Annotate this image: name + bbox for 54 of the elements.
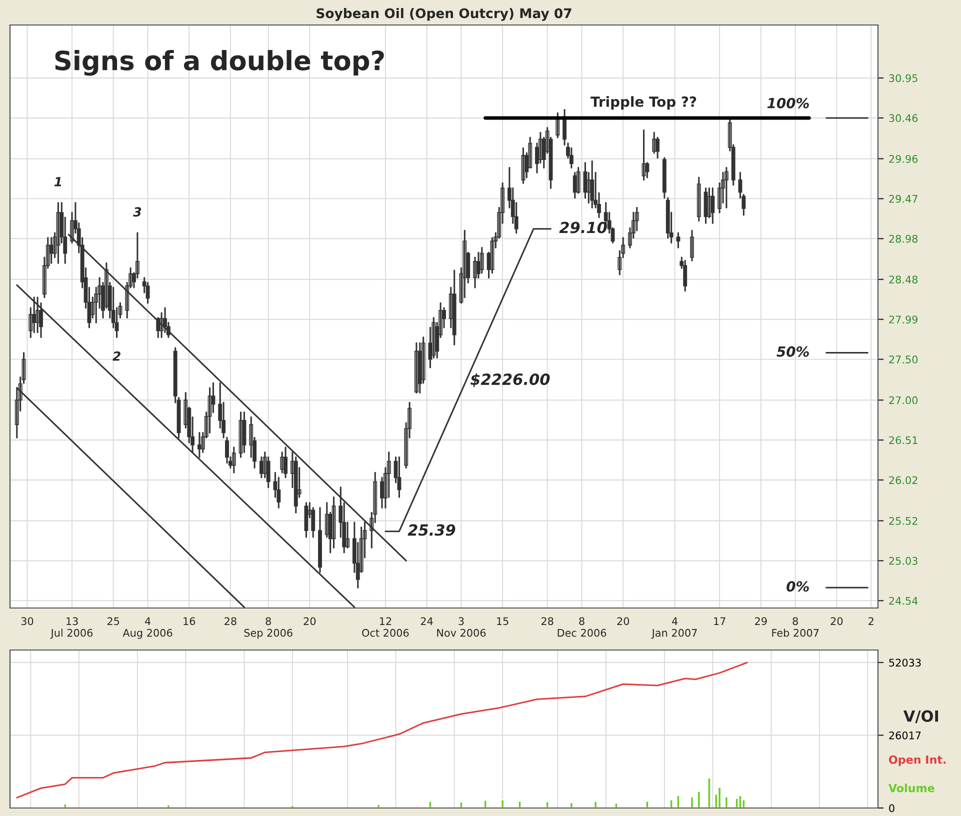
x-tick-label: 20 [617, 617, 630, 626]
line-series [16, 662, 748, 798]
x-tick-label: 2 [868, 617, 874, 625]
y-tick-label: 24.54 [889, 596, 918, 605]
annotation: Signs of a double top? [55, 50, 384, 76]
y-tick-label: 28.48 [889, 276, 918, 284]
y-tick-label: 29.47 [889, 194, 918, 203]
x-tick-label: 28 [224, 617, 236, 626]
text: Open Int. [888, 755, 946, 766]
x-tick-label: 13 Jul 2006 [50, 617, 93, 639]
y-tick-label: 0 [889, 804, 894, 812]
x-tick-label: 3 Nov 2006 [437, 617, 486, 637]
x-tick-label: 17 [714, 617, 726, 625]
y-tick-label: 30.46 [889, 114, 918, 122]
annotation: 29.10 [559, 222, 607, 234]
y-tick-label: 26017 [889, 731, 921, 740]
x-tick-label: 8 Sep 2006 [244, 617, 292, 639]
y-tick-label: 26.51 [889, 436, 918, 444]
x-tick-label: 24 [420, 617, 433, 625]
x-tick-label: 25 [107, 617, 120, 626]
x-tick-label: 8 Feb 2007 [772, 617, 819, 637]
x-tick-label: 15 [497, 617, 508, 626]
annotation: 25.39 [408, 524, 456, 536]
annotation: 0% [786, 581, 809, 592]
y-tick-label: 26.02 [889, 476, 918, 484]
annotation: 50% [776, 346, 809, 357]
y-tick-label: 27.99 [889, 316, 918, 324]
annotation: 2 [112, 351, 120, 361]
x-tick-label: 16 [184, 617, 196, 626]
x-tick-label: 29 [755, 617, 767, 626]
x-tick-label: 8 Dec 2006 [558, 617, 606, 637]
annotation: 1 [54, 177, 62, 186]
y-tick-label: 52033 [889, 658, 921, 667]
x-tick-label: 30 [21, 617, 34, 626]
annotation: Tripple Top ?? [590, 96, 696, 110]
annotation: $2226.00 [470, 373, 550, 388]
text: Volume [888, 784, 934, 792]
x-tick-label: 20 [830, 617, 843, 626]
x-tick-label: 4 Jan 2007 [651, 617, 697, 639]
y-tick-label: 30.95 [889, 74, 918, 82]
annotation: 3 [133, 207, 142, 217]
y-tick-label: 27.00 [889, 396, 918, 404]
y-tick-label: 29.96 [889, 154, 918, 163]
x-tick-label: 12 Oct 2006 [362, 617, 409, 637]
y-tick-label: 28.98 [889, 234, 918, 243]
y-tick-label: 25.52 [889, 516, 918, 525]
y-tick-label: 25.03 [889, 556, 918, 565]
x-tick-label: 20 [304, 617, 316, 626]
y-axis-title: V/OI [903, 710, 938, 724]
y-tick-label: 27.50 [889, 356, 918, 364]
x-tick-label: 4 Aug 2006 [122, 617, 172, 639]
x-tick-label: 28 [541, 617, 554, 626]
chart-title: Soybean Oil (Open Outcry) May 07 [316, 8, 572, 21]
annotation: 100% [767, 98, 809, 108]
